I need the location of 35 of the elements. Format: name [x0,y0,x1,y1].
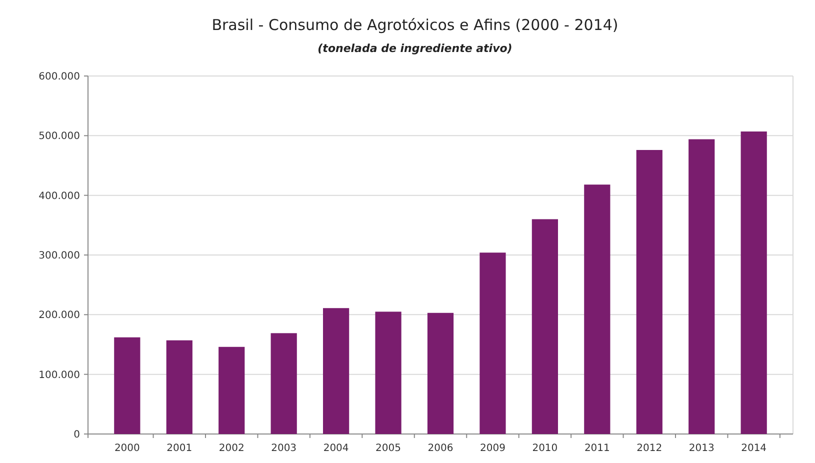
bar [584,184,610,434]
bar [166,340,192,434]
x-tick-label: 2009 [480,443,506,454]
y-tick-label: 200.000 [38,310,80,322]
x-tick-label: 2001 [166,443,192,454]
bar [480,252,506,434]
y-tick-label: 400.000 [38,190,80,202]
x-tick-label: 2003 [271,443,297,454]
chart-title: Brasil - Consumo de Agrotóxicos e Afins (2000 - 2014) [212,16,618,34]
x-tick-label: 2010 [532,443,558,454]
bar [270,333,297,434]
x-tick-label: 2011 [584,443,610,454]
y-tick-label: 0 [74,430,80,440]
x-tick-label: 2002 [218,443,244,454]
bar [740,131,767,434]
bar [636,150,662,434]
bar [218,346,245,434]
y-tick-label: 300.000 [38,250,80,262]
bar [323,308,350,434]
bar [688,139,715,434]
x-tick-label: 2000 [114,443,140,454]
chart-subtitle: (tonelada de ingrediente ativo) [318,42,512,55]
y-tick-label: 100.000 [38,370,80,381]
bar [532,219,558,434]
x-tick-label: 2005 [376,443,402,454]
x-tick-label: 2012 [636,443,662,454]
x-tick-label: 2004 [323,443,349,454]
bar [375,312,402,434]
bar [114,337,140,434]
bar [427,312,454,434]
x-tick-label: 2006 [428,443,454,454]
y-tick-label: 500.000 [38,131,80,142]
x-tick-label: 2014 [741,443,767,454]
x-tick-label: 2013 [688,443,714,454]
y-tick-label: 600.000 [38,72,80,82]
